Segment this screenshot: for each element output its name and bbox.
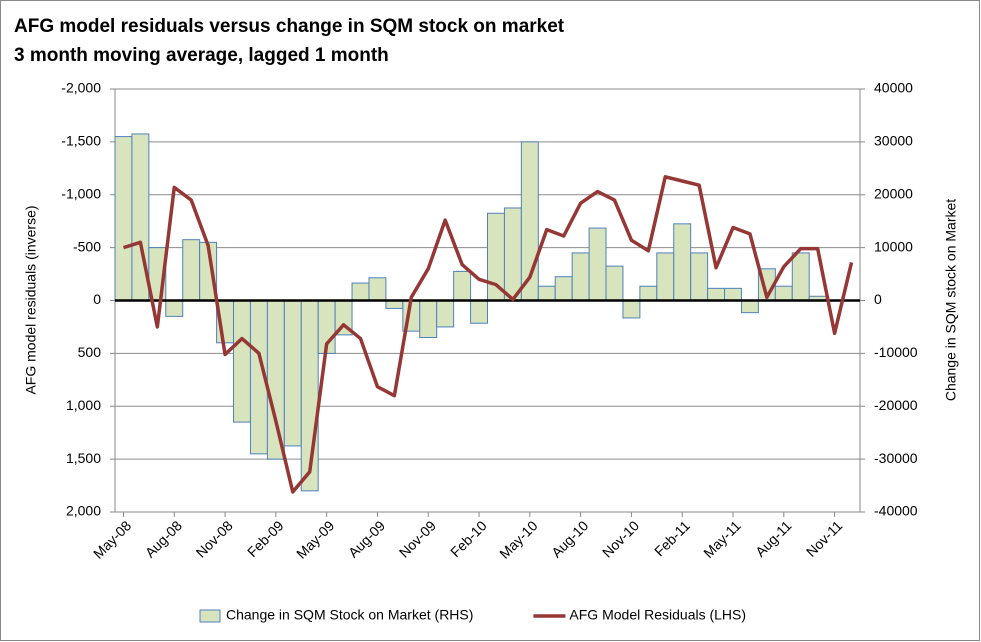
y-tick-label: 0 [93,291,101,307]
bar [436,300,455,328]
legend-swatch [199,609,221,623]
y2-tick-label: 40000 [874,80,913,96]
bar [791,252,810,302]
bar [283,300,302,447]
bar [724,287,742,301]
y2-tick-label: -10000 [874,344,918,360]
bar [503,207,522,301]
y-tick-label: 1,000 [66,397,101,413]
y-axis-title: AFG model residuals (inverse) [23,205,39,394]
bar [740,300,759,314]
bar [690,252,709,302]
bar [453,270,472,302]
y2-tick-label: -40000 [874,503,918,519]
bar [351,282,370,301]
bar [639,285,658,302]
bar [571,252,590,302]
chart-title: AFG model residuals versus change in SQM… [14,16,565,37]
bar [774,285,793,302]
bar [419,300,438,339]
y-tick-label: -2,000 [61,80,101,96]
bar [622,300,641,319]
bar [470,300,488,324]
bar [588,227,607,301]
bar [537,285,556,302]
bar [707,287,726,301]
bar [673,223,692,301]
y-tick-label: -1,000 [61,185,101,201]
line [122,175,854,494]
y-tick-label: -1,500 [61,133,101,149]
bar [487,212,505,302]
y-tick-label: 1,500 [66,450,101,466]
y2-axis-title: Change in SQM stock on Market [943,199,959,401]
y2-tick-label: 0 [874,291,882,307]
y2-tick-label: 10000 [874,238,913,254]
y-tick-label: -500 [73,238,101,254]
chart-subtitle: 3 month moving average, lagged 1 month [14,45,389,66]
bar [233,300,251,423]
y2-tick-label: 20000 [874,185,913,201]
bar [656,252,675,302]
bar [605,265,624,302]
y-tick-label: 2,000 [66,503,101,519]
y2-tick-label: -20000 [874,397,918,413]
y2-tick-label: -30000 [874,450,918,466]
bar [165,300,184,317]
bar [368,277,387,302]
bar [266,300,285,460]
bar [182,239,201,302]
bar [114,136,133,301]
y-tick-label: 500 [78,344,102,360]
bar [554,276,573,301]
legend-label: Change in SQM Stock on Market (RHS) [226,607,473,623]
legend-label: AFG Model Residuals (LHS) [569,607,746,623]
y2-tick-label: 30000 [874,133,913,149]
